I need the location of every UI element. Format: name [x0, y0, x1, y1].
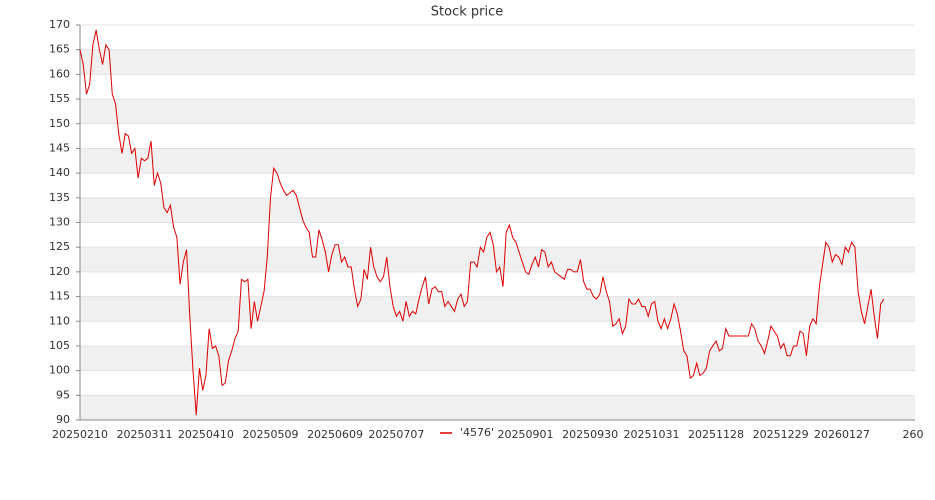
x-tick-label: 20260127: [814, 428, 870, 441]
y-tick-label: 95: [56, 388, 70, 401]
y-tick-label: 135: [49, 191, 70, 204]
y-tick-label: 115: [49, 290, 70, 303]
chart-title: Stock price: [431, 5, 503, 20]
x-tick-label: 20251031: [623, 428, 679, 441]
grid-band: [80, 148, 915, 174]
y-tick-label: 150: [49, 117, 70, 130]
legend-bg: [436, 425, 498, 441]
x-tick-label: 20250707: [368, 428, 424, 441]
x-tick-label: 20250609: [307, 428, 363, 441]
x-tick-label: 20251128: [688, 428, 744, 441]
x-tick-label: 20250509: [242, 428, 298, 441]
y-tick-label: 100: [49, 364, 70, 377]
y-tick-label: 105: [49, 339, 70, 352]
y-tick-label: 160: [49, 67, 70, 80]
y-tick-label: 170: [49, 18, 70, 31]
grid-band: [80, 296, 915, 322]
legend-label: '4576': [460, 426, 494, 439]
y-tick-label: 145: [49, 141, 70, 154]
y-tick-label: 120: [49, 265, 70, 278]
x-tick-label: 260: [903, 428, 924, 441]
y-tick-label: 140: [49, 166, 70, 179]
grid-band: [80, 197, 915, 223]
grid-band: [80, 247, 915, 272]
x-tick-label: 20250930: [562, 428, 618, 441]
grid-band: [80, 99, 915, 124]
grid-band: [80, 49, 915, 75]
x-tick-label: 20250311: [117, 428, 173, 441]
y-tick-label: 90: [56, 413, 70, 426]
y-tick-label: 130: [49, 216, 70, 229]
x-tick-label: 20250210: [52, 428, 108, 441]
y-tick-label: 125: [49, 240, 70, 253]
x-tick-label: 20250410: [178, 428, 234, 441]
y-tick-label: 110: [49, 314, 70, 327]
grid-band: [80, 345, 915, 371]
grid-band: [80, 395, 915, 420]
series-line: [79, 29, 885, 416]
y-tick-label: 155: [49, 92, 70, 105]
y-tick-label: 165: [49, 43, 70, 56]
x-tick-label: 20250901: [498, 428, 554, 441]
x-tick-label: 20251229: [753, 428, 809, 441]
